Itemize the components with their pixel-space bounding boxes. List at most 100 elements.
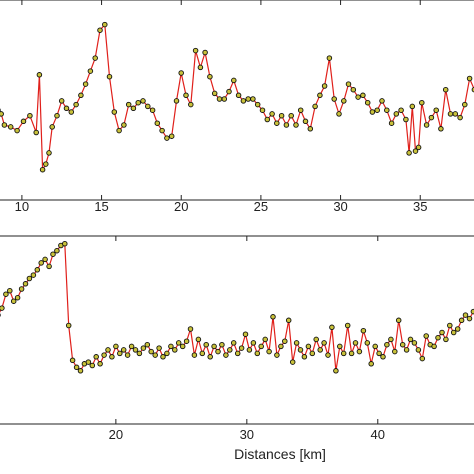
data-point — [211, 90, 218, 97]
data-point — [384, 341, 390, 348]
data-point — [297, 107, 304, 113]
data-point — [419, 99, 425, 106]
data-point — [20, 118, 27, 125]
data-point — [238, 345, 245, 351]
data-point — [124, 352, 131, 358]
data-point — [78, 92, 84, 99]
data-point — [85, 359, 92, 365]
data-point — [65, 322, 72, 329]
data-point — [87, 68, 94, 74]
data-point — [82, 81, 89, 87]
data-point — [10, 298, 17, 304]
data-point — [356, 348, 363, 355]
data-point — [183, 92, 189, 99]
data-point — [235, 92, 242, 99]
data-point — [350, 86, 357, 93]
data-point — [46, 150, 52, 156]
top-panel: 10 15 20 25 30 35 — [0, 0, 474, 214]
data-point — [97, 361, 103, 367]
data-point — [223, 352, 229, 358]
data-point — [415, 144, 422, 151]
data-point — [462, 312, 469, 318]
data-point — [105, 347, 111, 353]
data-point — [38, 260, 44, 266]
data-point — [168, 343, 174, 350]
data-point — [178, 70, 184, 76]
data-point — [109, 354, 115, 360]
data-point — [54, 112, 60, 119]
data-point — [227, 347, 233, 353]
data-point — [62, 240, 68, 247]
data-point — [226, 88, 232, 95]
data-point — [14, 294, 21, 301]
data-point — [211, 343, 217, 350]
data-point — [140, 345, 147, 351]
data-point — [245, 96, 251, 102]
data-point — [54, 247, 60, 254]
data-point — [195, 336, 202, 343]
data-point — [470, 308, 474, 315]
data-point — [329, 324, 335, 331]
data-point — [313, 336, 319, 343]
data-point — [278, 112, 285, 119]
data-point — [321, 83, 328, 89]
data-point — [120, 347, 127, 353]
data-point — [132, 347, 139, 353]
data-point — [221, 96, 228, 102]
data-point — [283, 122, 290, 128]
data-point — [152, 352, 158, 358]
data-point — [392, 348, 398, 355]
data-point — [305, 343, 312, 350]
x-axis-title: Distances [km] — [234, 446, 326, 462]
data-point — [312, 103, 318, 110]
data-point — [431, 343, 437, 350]
data-point — [360, 327, 367, 334]
data-point — [297, 347, 304, 353]
data-point — [419, 355, 426, 362]
data-point — [264, 116, 271, 123]
x-tick-label: 40 — [371, 427, 385, 442]
data-point — [219, 341, 225, 348]
data-point — [341, 98, 347, 104]
data-point — [411, 340, 418, 346]
data-point — [92, 55, 98, 61]
data-point — [18, 286, 25, 292]
data-point — [106, 73, 113, 80]
data-point — [39, 166, 46, 173]
data-point — [49, 124, 55, 130]
data-point — [388, 336, 394, 343]
data-point — [160, 354, 166, 360]
data-point — [68, 109, 75, 115]
data-point — [466, 315, 473, 322]
data-point — [406, 150, 412, 156]
data-point — [111, 109, 118, 115]
data-point — [302, 118, 309, 125]
data-point — [352, 340, 359, 346]
data-point — [199, 350, 206, 357]
data-point — [407, 336, 414, 343]
data-point — [159, 127, 165, 134]
x-tick-label: 30 — [240, 427, 254, 442]
data-point — [7, 124, 14, 130]
data-point — [173, 98, 180, 104]
data-point — [42, 256, 48, 263]
data-point — [1, 122, 8, 128]
data-point — [207, 73, 213, 80]
data-point — [344, 322, 351, 329]
data-point — [415, 347, 422, 353]
data-point — [454, 326, 461, 332]
data-point — [148, 348, 154, 355]
data-point — [34, 267, 41, 273]
bottom-panel: 20 30 40 — [0, 235, 474, 442]
data-point — [293, 340, 300, 346]
data-point — [27, 112, 33, 119]
data-point — [125, 101, 132, 108]
data-point — [192, 47, 199, 54]
data-point — [274, 352, 280, 358]
data-point — [164, 350, 170, 357]
data-point — [69, 357, 76, 364]
data-point — [254, 350, 261, 357]
data-point — [369, 109, 376, 115]
